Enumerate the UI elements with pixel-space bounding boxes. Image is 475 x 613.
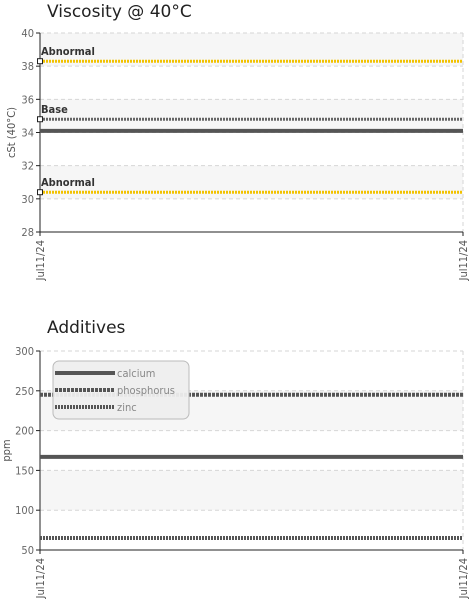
y-tick-label: 32 bbox=[21, 160, 34, 173]
y-tick-label: 34 bbox=[21, 127, 34, 140]
legend-label: calcium bbox=[117, 367, 155, 380]
reference-marker bbox=[37, 189, 43, 196]
y-tick-label: 30 bbox=[21, 193, 34, 206]
y-tick-label: 150 bbox=[15, 464, 34, 477]
reference-label: Abnormal bbox=[41, 45, 95, 58]
y-axis-label: cSt (40°C) bbox=[5, 107, 18, 158]
y-tick-label: 250 bbox=[15, 385, 34, 398]
reference-label: Abnormal bbox=[41, 176, 95, 189]
x-tick-label: Jul11/24 bbox=[34, 240, 47, 281]
additives-chart: 50 100 150 200 250 300 ppm Jul11/24 Jul11/24 calc… bbox=[0, 345, 470, 599]
y-tick-label: 38 bbox=[21, 60, 34, 73]
grid-band bbox=[40, 99, 463, 133]
legend-label: zinc bbox=[117, 401, 137, 414]
y-tick-label: 28 bbox=[21, 226, 34, 239]
legend-box bbox=[52, 360, 190, 420]
x-tick-label: Jul11/24 bbox=[457, 240, 470, 281]
viscosity-chart: 28 30 32 34 36 38 40 cSt (40°C) Jul11/24 Jul11/24… bbox=[5, 27, 470, 281]
y-tick-label: 36 bbox=[21, 93, 34, 106]
y-tick-label: 300 bbox=[15, 345, 34, 358]
y-axis-label: ppm bbox=[0, 439, 13, 461]
reference-label: Base bbox=[41, 103, 68, 116]
grid-band bbox=[40, 470, 463, 511]
y-tick-label: 100 bbox=[15, 504, 34, 517]
x-tick-label: Jul11/24 bbox=[34, 558, 47, 599]
y-tick-label: 40 bbox=[21, 27, 34, 40]
reference-marker bbox=[37, 58, 43, 65]
x-tick-label: Jul11/24 bbox=[457, 558, 470, 599]
legend-label: phosphorus bbox=[117, 384, 175, 397]
y-tick-label: 200 bbox=[15, 425, 34, 438]
reference-marker bbox=[37, 116, 43, 123]
y-tick-label: 50 bbox=[21, 544, 34, 557]
grid-band bbox=[40, 165, 463, 199]
additives-chart-title: Additives bbox=[47, 318, 126, 338]
viscosity-chart-title: Viscosity @ 40°C bbox=[47, 2, 192, 22]
